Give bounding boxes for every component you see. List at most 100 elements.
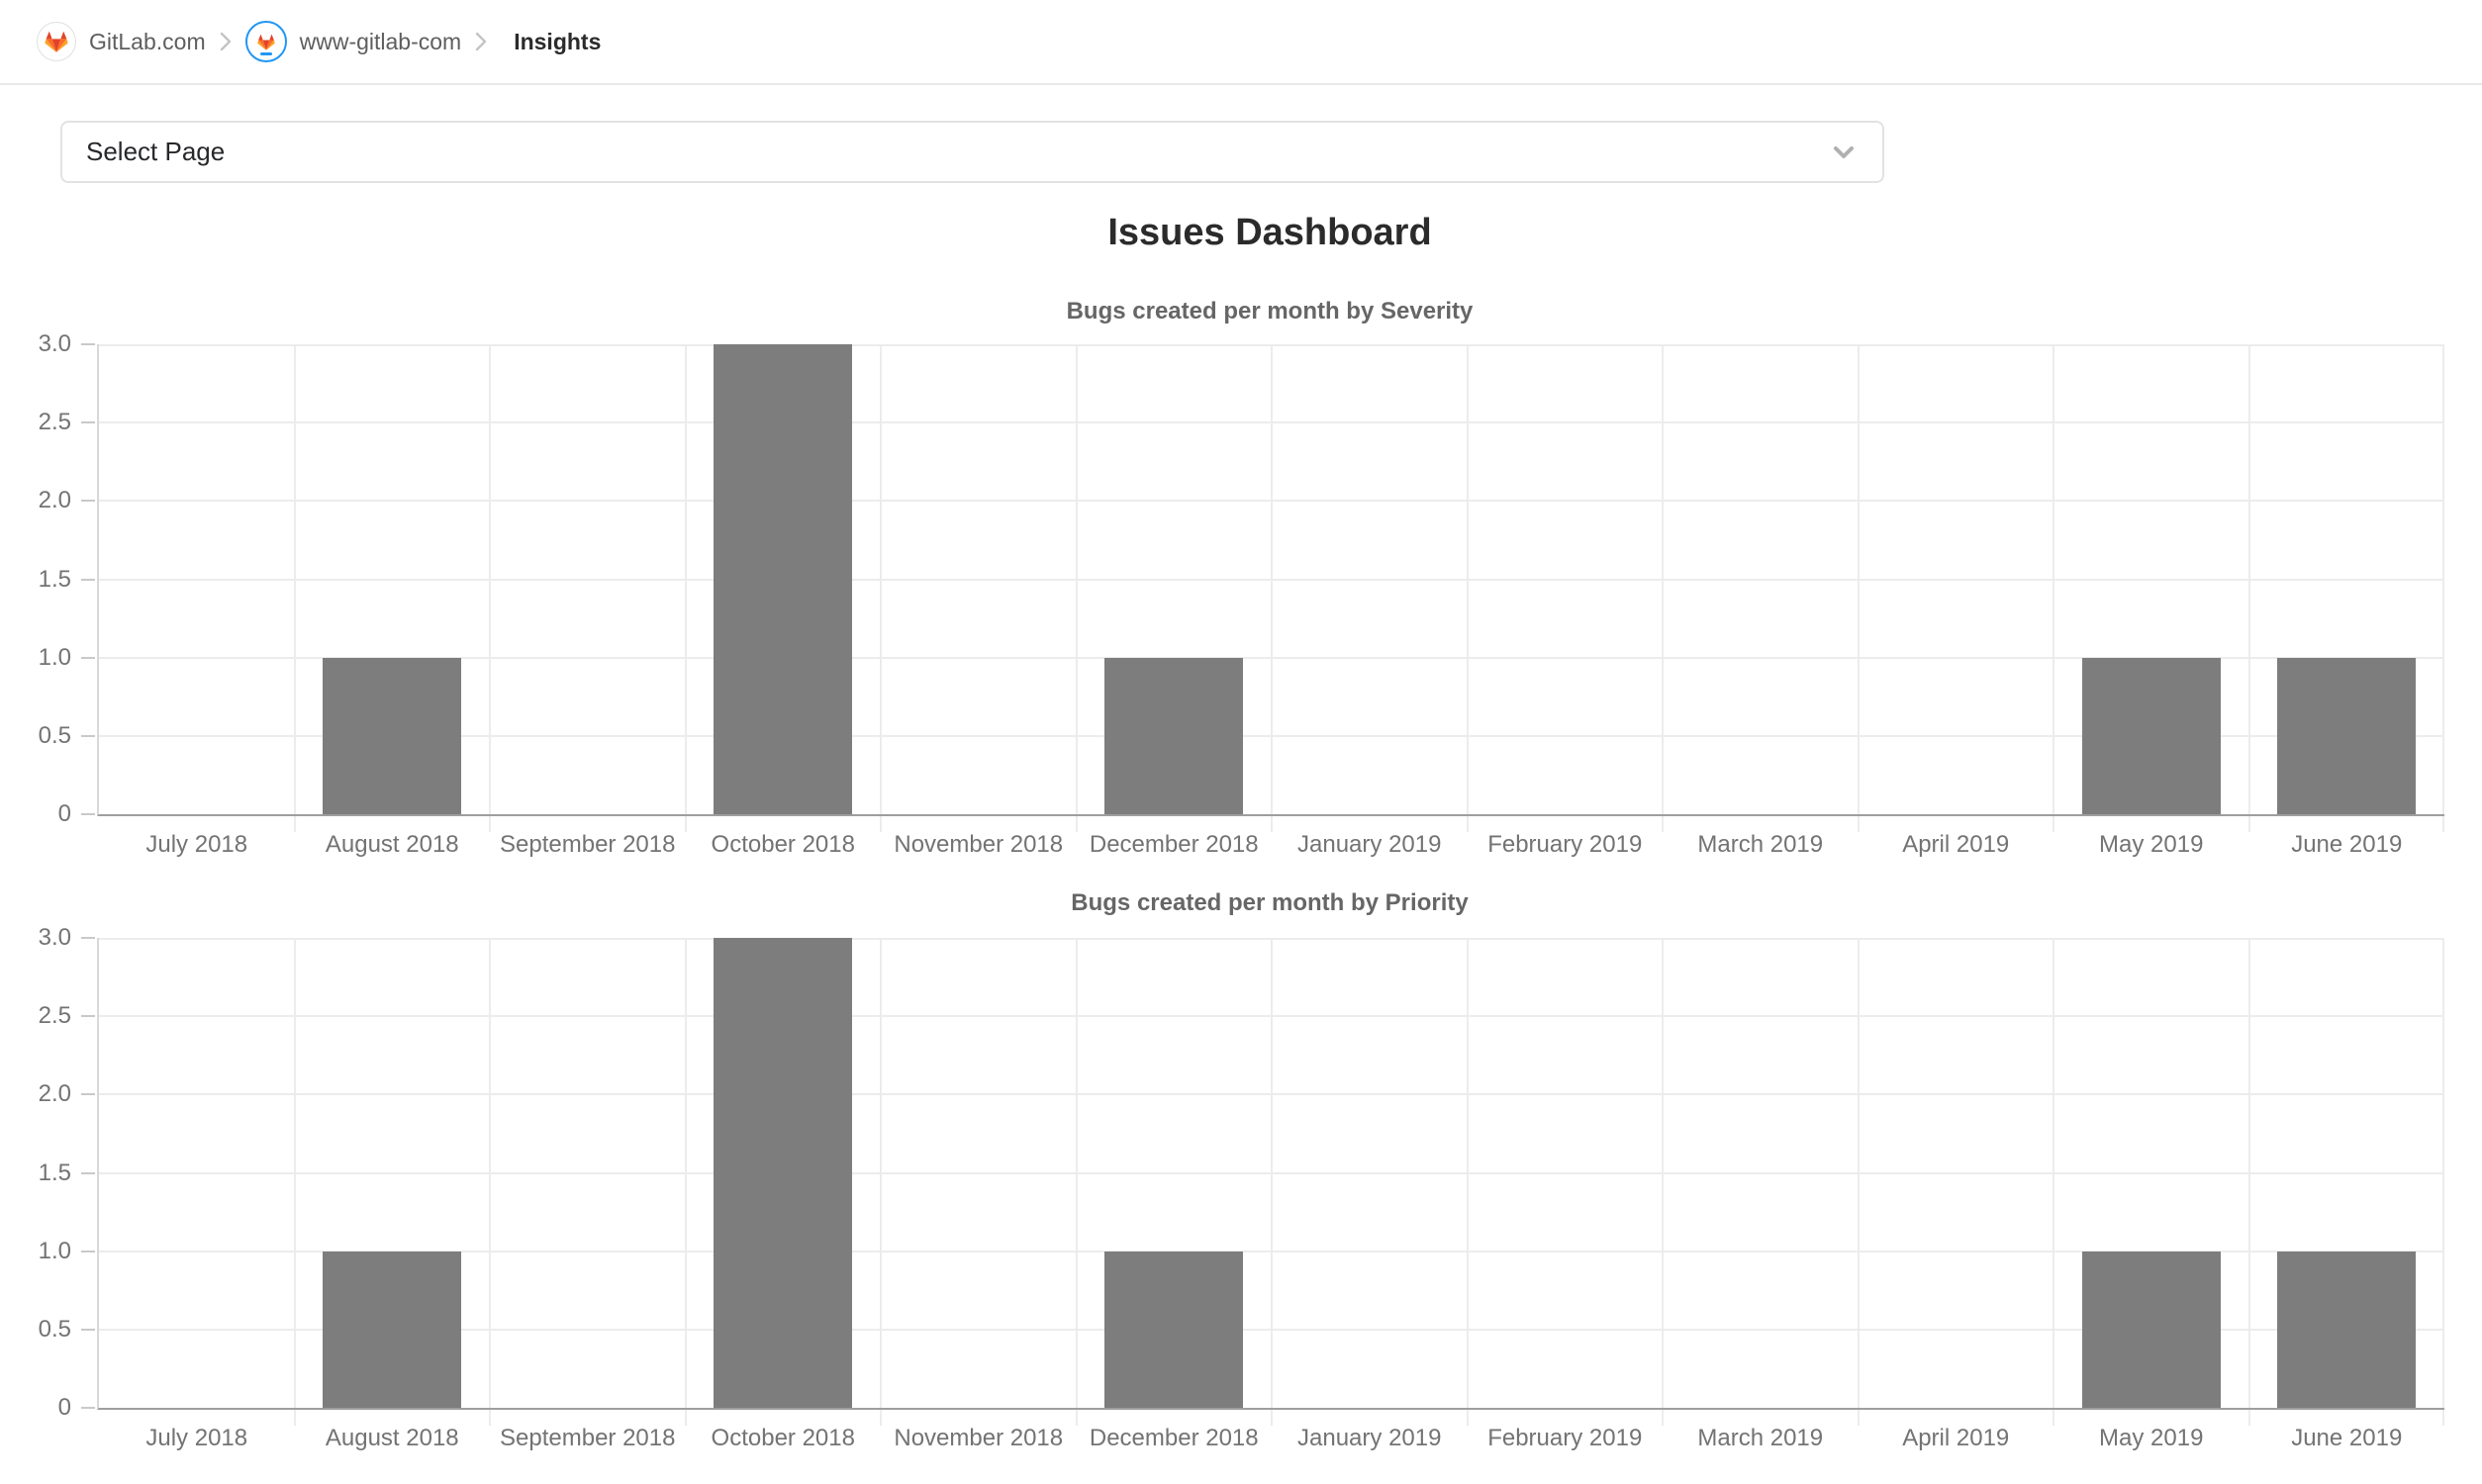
- x-axis-label: June 2019: [2291, 1425, 2403, 1451]
- x-gridline: [1076, 344, 1078, 814]
- x-axis-label: June 2019: [2291, 831, 2403, 858]
- bar[interactable]: [714, 938, 853, 1408]
- y-gridline: [99, 1015, 2444, 1018]
- x-gridline: [294, 938, 296, 1408]
- x-gridline: [1662, 938, 1664, 1408]
- y-axis-label: 0: [57, 1394, 71, 1421]
- x-axis-label: October 2018: [711, 831, 855, 858]
- y-axis-tick: [81, 1171, 95, 1174]
- y-axis-label: 1.0: [38, 643, 71, 671]
- bar[interactable]: [323, 1251, 462, 1408]
- x-axis-label: August 2018: [325, 831, 459, 858]
- y-axis-tick: [81, 1250, 95, 1252]
- x-gridline: [1271, 344, 1273, 814]
- x-gridline: [294, 344, 296, 814]
- y-axis-label: 2.5: [38, 1002, 71, 1030]
- y-axis-tick: [81, 813, 95, 815]
- bar[interactable]: [323, 657, 462, 814]
- y-axis-tick: [81, 578, 95, 581]
- breadcrumb: GitLab.com www-gitlab-com Insights: [0, 0, 2482, 85]
- chevron-right-icon: [220, 31, 232, 52]
- x-gridline: [880, 344, 882, 814]
- y-axis-tick: [81, 1015, 95, 1018]
- y-gridline: [99, 500, 2444, 503]
- gitlab-logo-icon: [45, 31, 68, 52]
- breadcrumb-project-link[interactable]: www-gitlab-com: [299, 28, 462, 54]
- y-axis-tick: [81, 343, 95, 345]
- chevron-right-icon: [475, 31, 487, 52]
- x-gridline: [2248, 938, 2250, 1408]
- x-axis-label: August 2018: [325, 1425, 459, 1451]
- breadcrumb-group-link[interactable]: GitLab.com: [89, 28, 206, 54]
- y-axis-label: 0.5: [38, 1315, 71, 1343]
- x-gridline: [1076, 938, 1078, 1408]
- x-axis-label: July 2018: [145, 831, 248, 858]
- x-gridline: [2052, 344, 2054, 814]
- x-gridline: [489, 344, 491, 814]
- y-axis-label: 2.0: [38, 487, 71, 514]
- x-gridline: [1467, 344, 1469, 814]
- x-gridline: [1271, 938, 1273, 1408]
- bar[interactable]: [1104, 657, 1244, 814]
- x-axis-label: September 2018: [500, 1425, 676, 1451]
- x-gridline: [685, 938, 687, 1408]
- x-axis-label: March 2019: [1697, 831, 1824, 858]
- y-axis-tick: [81, 656, 95, 659]
- y-axis-label: 0.5: [38, 721, 71, 749]
- bar[interactable]: [2081, 657, 2221, 814]
- chart-title-severity: Bugs created per month by Severity: [1066, 298, 1474, 325]
- y-axis-tick: [81, 734, 95, 737]
- x-gridline: [2052, 938, 2054, 1408]
- bar[interactable]: [2277, 1251, 2417, 1408]
- bar-chart-severity: 3.0 2.5 2.0 1.5 1.0 0.5 0 July 2018 August 2018 S…: [39, 330, 2444, 858]
- y-axis-tick: [81, 421, 95, 424]
- bar[interactable]: [714, 344, 853, 814]
- x-axis-label: January 2019: [1297, 831, 1442, 858]
- gitlab-logo-icon: [256, 34, 275, 50]
- y-gridline: [99, 421, 2444, 424]
- gitlab-tanuki-avatar: [37, 22, 76, 61]
- x-gridline: [2442, 938, 2444, 1408]
- avatar-caption-decoration: [259, 52, 272, 55]
- y-gridline: [99, 344, 2444, 346]
- page-select-dropdown[interactable]: Select Page: [60, 121, 1884, 183]
- bar[interactable]: [1104, 1251, 1244, 1408]
- x-axis-label: September 2018: [500, 831, 676, 858]
- y-axis-label: 1.5: [38, 1159, 71, 1186]
- y-gridline: [99, 938, 2444, 940]
- y-gridline: [99, 1171, 2444, 1174]
- y-gridline: [99, 1093, 2444, 1096]
- x-axis-label: April 2019: [1902, 831, 2010, 858]
- x-gridline: [2248, 344, 2250, 814]
- x-axis-label: March 2019: [1697, 1425, 1824, 1451]
- x-axis-label: December 2018: [1089, 1425, 1259, 1451]
- y-axis-label: 1.0: [38, 1237, 71, 1264]
- chevron-down-icon: [1834, 145, 1854, 158]
- page-select-value: Select Page: [86, 137, 226, 166]
- y-axis-label: 2.0: [38, 1080, 71, 1108]
- x-gridline: [489, 938, 491, 1408]
- x-gridline: [685, 344, 687, 814]
- y-axis-tick: [81, 1093, 95, 1096]
- y-axis-tick: [81, 937, 95, 939]
- x-gridline: [2442, 344, 2444, 814]
- bar[interactable]: [2081, 1251, 2221, 1408]
- bar[interactable]: [2277, 657, 2417, 814]
- project-avatar: [244, 21, 287, 62]
- x-axis-label: May 2019: [2099, 1425, 2204, 1451]
- y-axis-label: 1.5: [38, 565, 71, 593]
- breadcrumb-current-page: Insights: [514, 28, 602, 54]
- x-axis-label: April 2019: [1902, 1425, 2010, 1451]
- y-axis-label: 3.0: [38, 924, 71, 951]
- x-gridline: [1662, 344, 1664, 814]
- x-gridline: [1858, 938, 1860, 1408]
- y-axis-tick: [81, 500, 95, 503]
- bar-chart-priority: 3.0 2.5 2.0 1.5 1.0 0.5 0 July 2018 August 2018 S…: [39, 924, 2444, 1451]
- y-axis-tick: [81, 1328, 95, 1331]
- y-axis-label: 0: [57, 800, 71, 827]
- x-axis-label: October 2018: [711, 1425, 855, 1451]
- x-gridline: [1467, 938, 1469, 1408]
- y-gridline: [99, 578, 2444, 581]
- x-axis-label: July 2018: [145, 1425, 248, 1451]
- x-axis-label: February 2019: [1487, 831, 1643, 858]
